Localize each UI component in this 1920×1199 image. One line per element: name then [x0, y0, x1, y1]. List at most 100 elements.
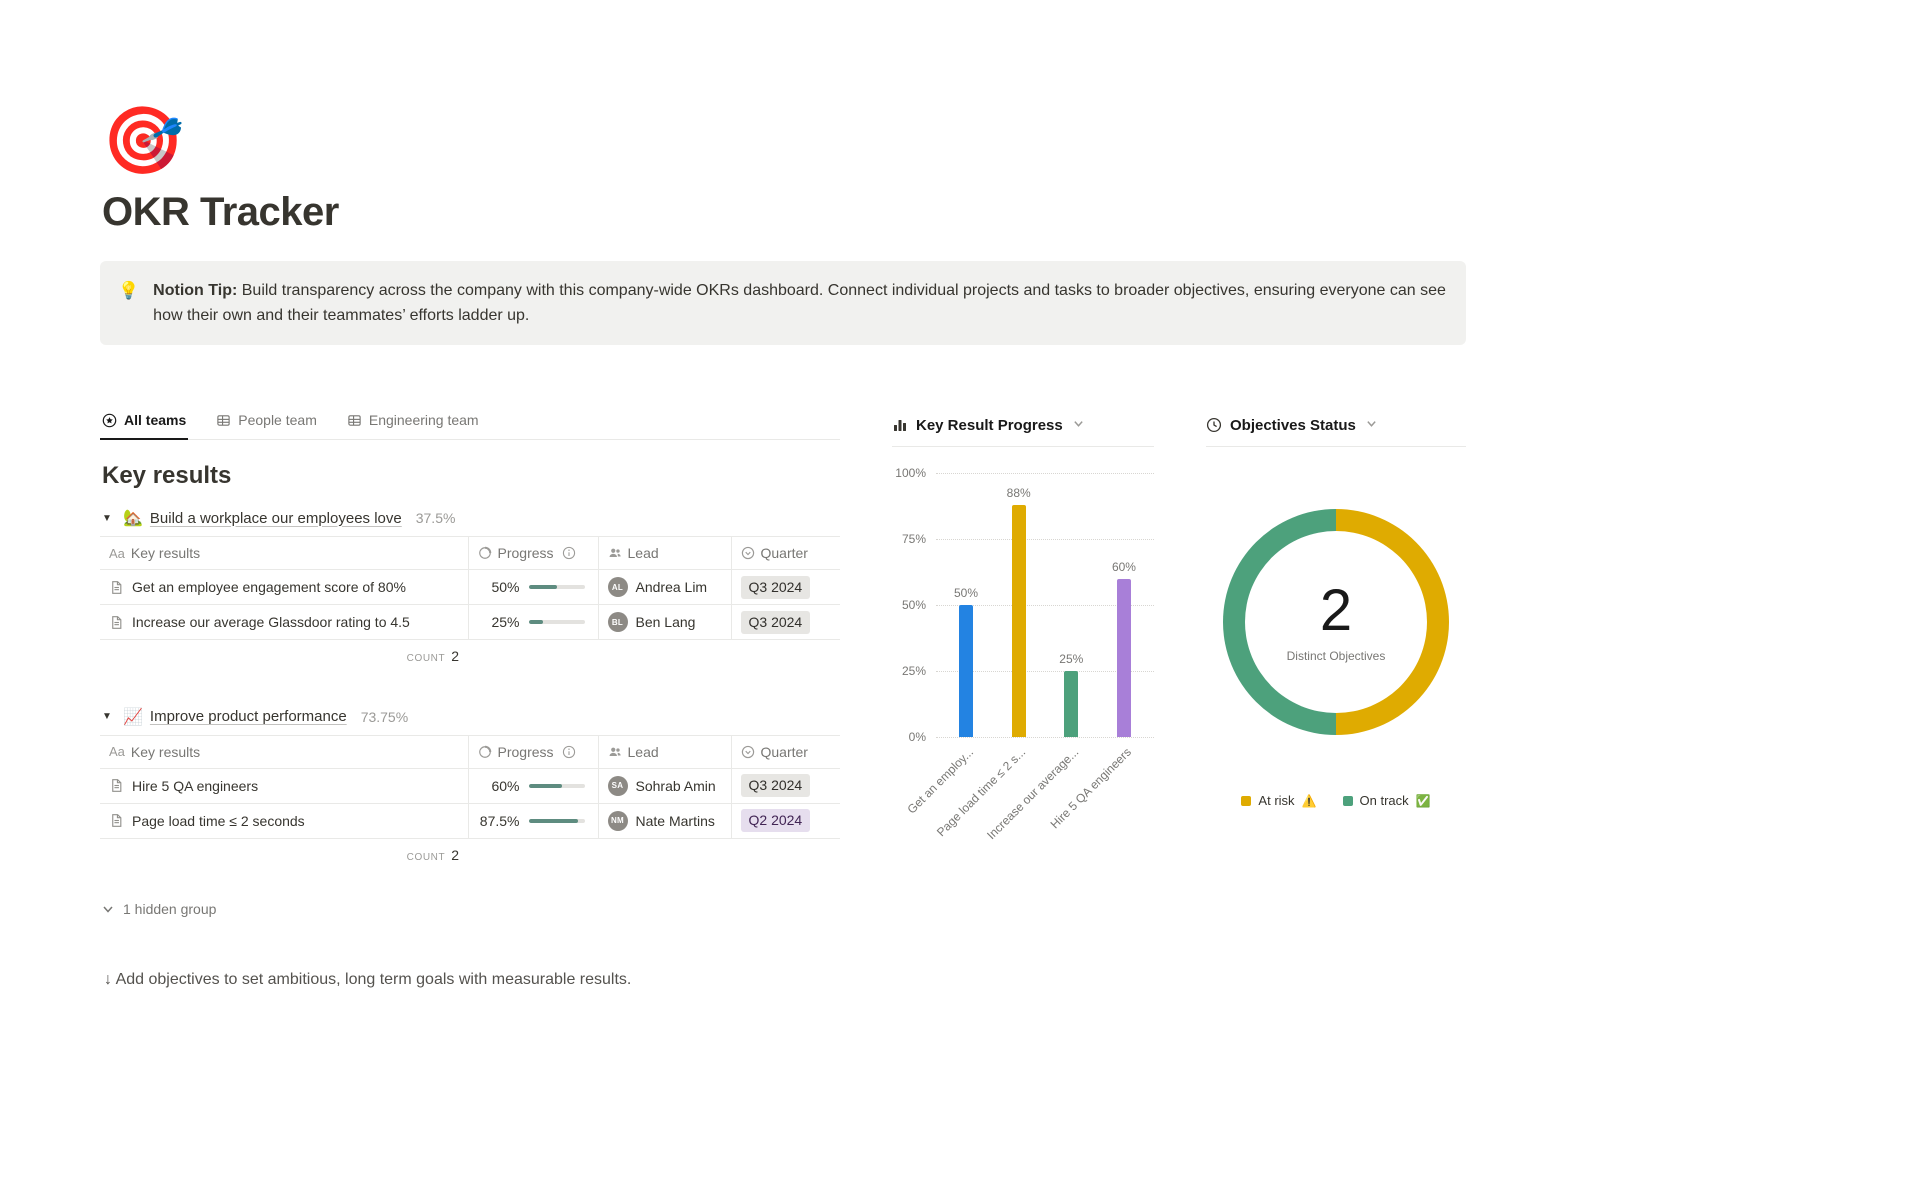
people-icon — [609, 747, 621, 756]
page-icon — [112, 814, 122, 827]
donut-chart: 2 Distinct Objectives — [1223, 509, 1449, 735]
bar-value-label: 50% — [953, 586, 979, 600]
page: 🎯 OKR Tracker 💡 Notion Tip: Build transp… — [100, 103, 1466, 988]
bar-1: 88% Page load time ≤ 2 s... — [934, 473, 1041, 840]
select-property-icon — [741, 745, 754, 758]
table-row[interactable]: Increase our average Glassdoor rating to… — [100, 604, 840, 640]
bar-value-label: 25% — [1059, 652, 1084, 666]
progress-bar — [528, 585, 585, 589]
page-title: OKR Tracker — [102, 190, 339, 234]
y-axis: 100% 75% 50% 25% 0% — [892, 466, 928, 744]
progress-bar — [528, 620, 585, 624]
table-row[interactable]: Get an employee engagement score of 80% … — [100, 569, 840, 605]
progress-bar — [528, 783, 585, 788]
avatar: AL — [607, 577, 628, 597]
column-header[interactable]: Progress — [497, 545, 554, 561]
y-tick: 100% — [895, 466, 926, 480]
bar — [1011, 504, 1026, 737]
key-result-link[interactable]: Increase our average Glassdoor rating to… — [132, 614, 410, 630]
legend-label: At risk — [1258, 793, 1295, 808]
lightbulb-icon: 💡 — [118, 281, 140, 300]
page-icon — [112, 580, 122, 594]
column-header[interactable]: Lead — [627, 545, 659, 561]
chevron-down-icon[interactable] — [1073, 416, 1084, 434]
table-icon — [348, 414, 361, 426]
quarter-tag: Q3 2024 — [740, 575, 811, 599]
notion-tip-callout: 💡 Notion Tip: Build transparency across … — [100, 261, 1466, 345]
column-header[interactable]: Lead — [627, 743, 659, 760]
count-aggregate[interactable]: COUNT 2 — [406, 846, 459, 863]
legend-item[interactable]: At risk ⚠️ — [1241, 793, 1317, 808]
key-results-table: Aa Key results Progress Lead Quarter Get … — [100, 536, 840, 673]
progress-value: 60% — [491, 777, 520, 794]
info-icon[interactable] — [562, 745, 576, 759]
group-emoji: 📈 — [123, 708, 143, 726]
key-result-link[interactable]: Hire 5 QA engineers — [132, 777, 259, 794]
table-row[interactable]: Hire 5 QA engineers 60% SA Sohrab Amin Q3… — [100, 767, 840, 804]
table-row[interactable]: Page load time ≤ 2 seconds 87.5% NM Nate … — [100, 802, 840, 839]
page-icon — [112, 615, 122, 629]
star-circle-icon — [102, 413, 117, 427]
progress-ring-icon — [478, 745, 491, 758]
add-objectives-hint: ↓ Add objectives to set ambitious, long … — [104, 971, 632, 988]
legend-label: On track — [1359, 793, 1409, 808]
info-icon[interactable] — [562, 546, 576, 560]
table-header-row: Aa Key results Progress Lead Quarter — [100, 536, 840, 570]
group-title-link[interactable]: Build a workplace our employees love — [149, 509, 402, 527]
hidden-group-label: 1 hidden group — [123, 901, 217, 917]
group-emoji: 🏡 — [123, 510, 143, 527]
group-percent: 37.5% — [415, 510, 456, 526]
progress-bar — [528, 818, 585, 823]
view-tabs: All teams People team Engineering team — [100, 403, 840, 440]
quarter-tag: Q3 2024 — [740, 610, 811, 634]
bar-chart-icon — [894, 420, 906, 431]
chart-title: Objectives Status — [1230, 416, 1356, 434]
key-results-heading: Key results — [102, 462, 232, 489]
tip-text: Notion Tip: Build transparency across th… — [153, 282, 1446, 324]
bar — [1116, 578, 1131, 737]
lead-name: Sohrab Amin — [635, 777, 716, 794]
count-aggregate[interactable]: COUNT 2 — [406, 648, 459, 665]
count-row: COUNT 2 — [100, 639, 840, 673]
bar-2: 25% Increase our average... — [984, 473, 1093, 842]
tab-engineering-team[interactable]: Engineering team — [345, 403, 481, 439]
legend-emoji: ⚠️ — [1301, 793, 1317, 808]
key-result-link[interactable]: Page load time ≤ 2 seconds — [132, 812, 305, 829]
tab-all-teams[interactable]: All teams — [100, 403, 189, 440]
text-property-icon: Aa — [109, 744, 125, 759]
people-icon — [609, 548, 621, 558]
chart-title: Key Result Progress — [916, 416, 1063, 434]
objective-group-1: ▼ 🏡 Build a workplace our employees love… — [100, 500, 840, 673]
y-tick: 25% — [901, 664, 926, 678]
column-header[interactable]: Key results — [130, 545, 201, 561]
group-percent: 73.75% — [360, 708, 409, 725]
column-header[interactable]: Quarter — [760, 743, 808, 760]
progress-value: 25% — [491, 614, 520, 630]
page-emoji-icon[interactable]: 🎯 — [102, 103, 185, 177]
table-header-row: Aa Key results Progress Lead Quarter — [100, 734, 840, 769]
status-clock-icon — [1206, 417, 1222, 433]
quarter-tag: Q2 2024 — [740, 809, 811, 832]
bar — [1064, 671, 1079, 737]
page-icon — [112, 779, 122, 792]
legend-item[interactable]: On track ✅ — [1342, 793, 1431, 808]
chevron-down-icon[interactable] — [1366, 416, 1377, 434]
collapse-toggle-icon[interactable]: ▼ — [102, 711, 112, 722]
quarter-tag: Q3 2024 — [740, 774, 811, 797]
collapse-toggle-icon[interactable]: ▼ — [102, 512, 112, 524]
table-icon — [217, 414, 230, 426]
y-tick: 0% — [908, 730, 926, 744]
bar-0: 50% Get an employ... — [904, 473, 988, 817]
objective-group-2: ▼ 📈 Improve product performance 73.75% A… — [100, 699, 840, 871]
hidden-group-toggle[interactable]: 1 hidden group — [102, 901, 840, 917]
chevron-down-icon — [103, 906, 113, 913]
key-result-link[interactable]: Get an employee engagement score of 80% — [132, 579, 406, 595]
key-result-progress-panel: Key Result Progress 100% 75% 50% 25% 0% — [892, 416, 1154, 842]
bar-chart: 100% 75% 50% 25% 0% 50% Get an employ... 8… — [892, 466, 1154, 842]
column-header[interactable]: Key results — [130, 743, 201, 760]
column-header[interactable]: Progress — [497, 743, 554, 760]
group-title-link[interactable]: Improve product performance — [149, 708, 347, 725]
tab-people-team[interactable]: People team — [214, 403, 319, 439]
column-header[interactable]: Quarter — [760, 545, 808, 561]
progress-value: 50% — [491, 579, 520, 595]
